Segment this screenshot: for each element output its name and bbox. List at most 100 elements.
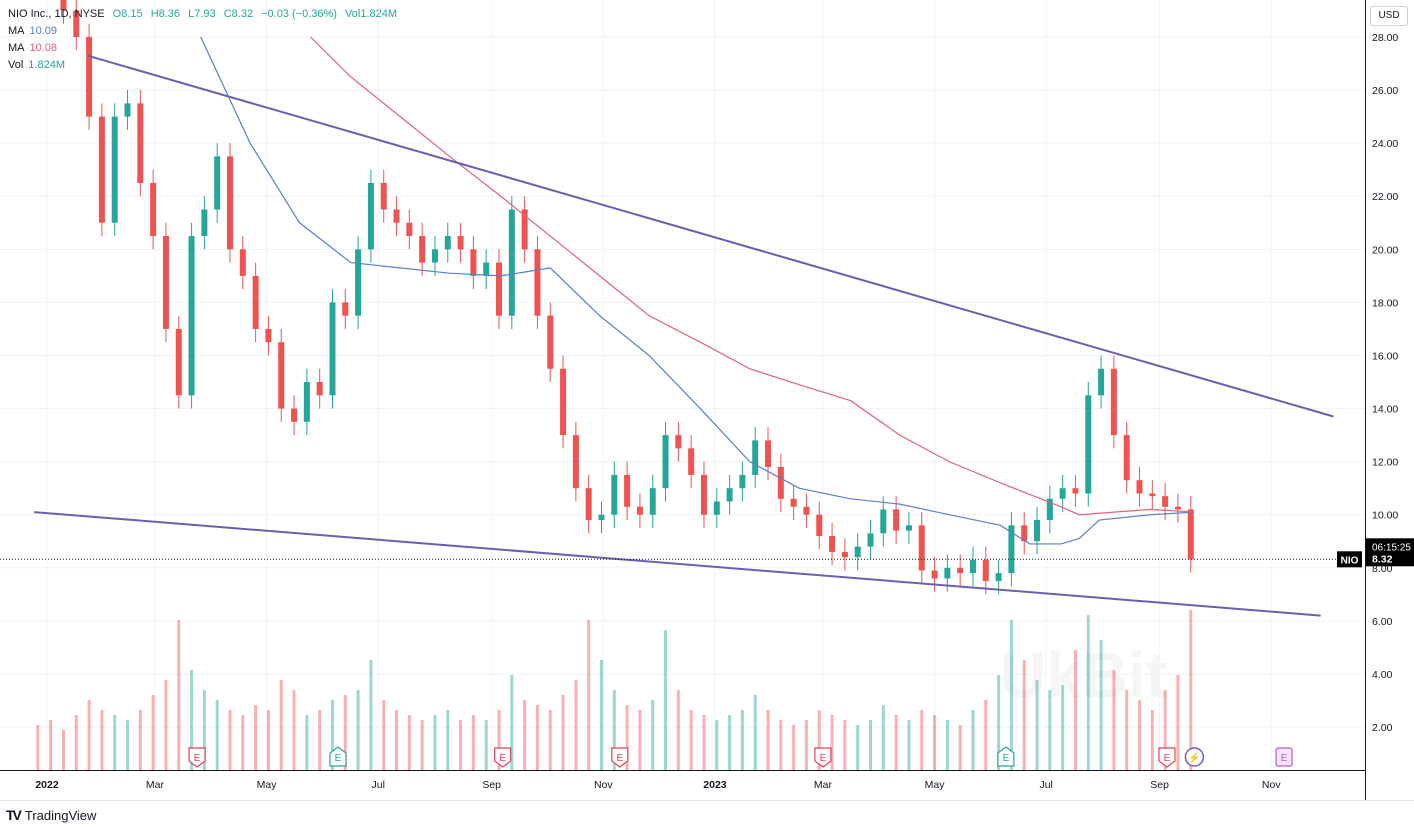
volume-bar xyxy=(792,725,796,770)
volume-bar xyxy=(1086,615,1090,770)
price-axis[interactable]: 2.004.006.008.0010.0012.0014.0016.0018.0… xyxy=(1372,32,1398,734)
candle xyxy=(611,474,618,515)
volume-bar xyxy=(369,660,373,770)
event-label: E xyxy=(1281,753,1288,764)
volume-bar xyxy=(420,720,424,770)
volume-legend[interactable]: Vol 1.824M xyxy=(8,57,397,74)
candle xyxy=(688,448,695,475)
volume-bar xyxy=(484,720,488,770)
time-axis[interactable]: 2022 Mar May Jul Sep Nov 2023 Mar May Jul Sep Nov xyxy=(35,779,1281,791)
event-label: E xyxy=(1003,753,1010,764)
moving-average-line-2 xyxy=(310,36,1195,516)
candle xyxy=(162,236,169,329)
volume-bar xyxy=(433,715,437,770)
candle xyxy=(560,368,567,436)
x-tick-label: Mar xyxy=(146,779,165,791)
candle xyxy=(585,488,592,521)
candle xyxy=(303,382,310,422)
earnings-icon[interactable] xyxy=(814,747,832,768)
volume-bar xyxy=(305,715,309,770)
volume-bar xyxy=(228,710,232,770)
x-tick-label: Sep xyxy=(1150,779,1169,791)
vol-label: Vol xyxy=(8,59,24,71)
volume-bar xyxy=(87,700,91,770)
earnings-icon[interactable] xyxy=(188,747,206,768)
volume-bar xyxy=(1099,640,1103,770)
candle xyxy=(342,302,349,316)
candle xyxy=(265,328,272,343)
symbol-tag xyxy=(1337,551,1362,568)
candle xyxy=(431,249,438,263)
volume-bar xyxy=(869,720,872,770)
candle xyxy=(150,182,157,237)
ma2-label: MA xyxy=(8,42,25,54)
open-value: O8.15 xyxy=(112,8,143,20)
y-tick-label: 4.00 xyxy=(1372,669,1393,681)
ohlc-row: NIO Inc., 1D, NYSE O8.15 H8.36 L7.93 C8.… xyxy=(8,6,397,23)
event-label: E xyxy=(335,753,342,764)
candle xyxy=(508,209,515,316)
volume-bar xyxy=(1125,690,1129,770)
earnings-future-icon[interactable] xyxy=(1275,747,1293,767)
volume-bar xyxy=(446,710,450,770)
candle xyxy=(188,236,195,396)
volume-bar xyxy=(728,715,732,770)
volume-bar xyxy=(830,715,834,770)
candle xyxy=(957,567,964,574)
change-value: −0.03 (−0.36%) xyxy=(261,8,337,20)
ma2-legend[interactable]: MA 10.08 xyxy=(8,40,397,57)
trendline-upper[interactable] xyxy=(86,54,1334,418)
y-tick-label: 26.00 xyxy=(1372,85,1398,97)
earnings-icon[interactable] xyxy=(1158,747,1176,768)
volume-bar xyxy=(984,700,988,770)
volume-bar xyxy=(1176,675,1180,770)
tradingview-logo[interactable]: TV TradingView xyxy=(6,807,96,823)
volume-bar xyxy=(343,695,347,770)
ma1-legend[interactable]: MA 10.09 xyxy=(8,23,397,40)
price-tag-value: 8.32 xyxy=(1372,553,1393,565)
event-label: E xyxy=(194,753,201,764)
x-tick-label: Jul xyxy=(1039,779,1052,791)
candle xyxy=(841,551,848,558)
candle xyxy=(201,209,208,237)
volume-bar xyxy=(61,730,65,770)
volume-bar xyxy=(459,720,463,770)
x-tick-label: Nov xyxy=(594,779,613,791)
volume-bar xyxy=(958,725,962,770)
x-tick-label: 2023 xyxy=(703,779,727,791)
candle xyxy=(137,103,144,183)
symbol-tag-text: NIO xyxy=(1341,555,1359,566)
candle xyxy=(969,559,976,574)
candle xyxy=(572,435,579,489)
volume-bar xyxy=(664,630,668,770)
volume-bar xyxy=(804,720,808,770)
volume-bar xyxy=(241,715,245,770)
candle xyxy=(726,488,733,502)
symbol-title[interactable]: NIO Inc., 1D, NYSE xyxy=(8,8,105,20)
candle xyxy=(547,315,554,369)
candle xyxy=(483,262,490,276)
x-tick-label: Mar xyxy=(814,779,833,791)
price-tag xyxy=(1366,538,1414,567)
candle xyxy=(355,249,362,316)
earnings-icon[interactable] xyxy=(997,746,1015,767)
candle xyxy=(1110,368,1117,436)
volume-bar xyxy=(1061,685,1065,770)
candle xyxy=(944,567,951,579)
candle xyxy=(1174,506,1181,510)
currency-button[interactable]: USD xyxy=(1370,6,1408,26)
y-tick-label: 22.00 xyxy=(1372,191,1398,203)
earnings-icon[interactable] xyxy=(494,747,512,768)
earnings-icon[interactable] xyxy=(611,747,629,768)
candle xyxy=(995,573,1002,582)
moving-average-line-1 xyxy=(200,36,1195,545)
candle xyxy=(675,435,682,449)
candle xyxy=(316,382,323,396)
volume-bar xyxy=(1022,660,1026,770)
earnings-icon[interactable] xyxy=(329,746,347,767)
trendline-lower[interactable] xyxy=(34,511,1321,617)
split-event-icon[interactable] xyxy=(1184,747,1205,767)
x-tick-label: Jul xyxy=(372,779,385,791)
volume-bar xyxy=(574,680,578,770)
